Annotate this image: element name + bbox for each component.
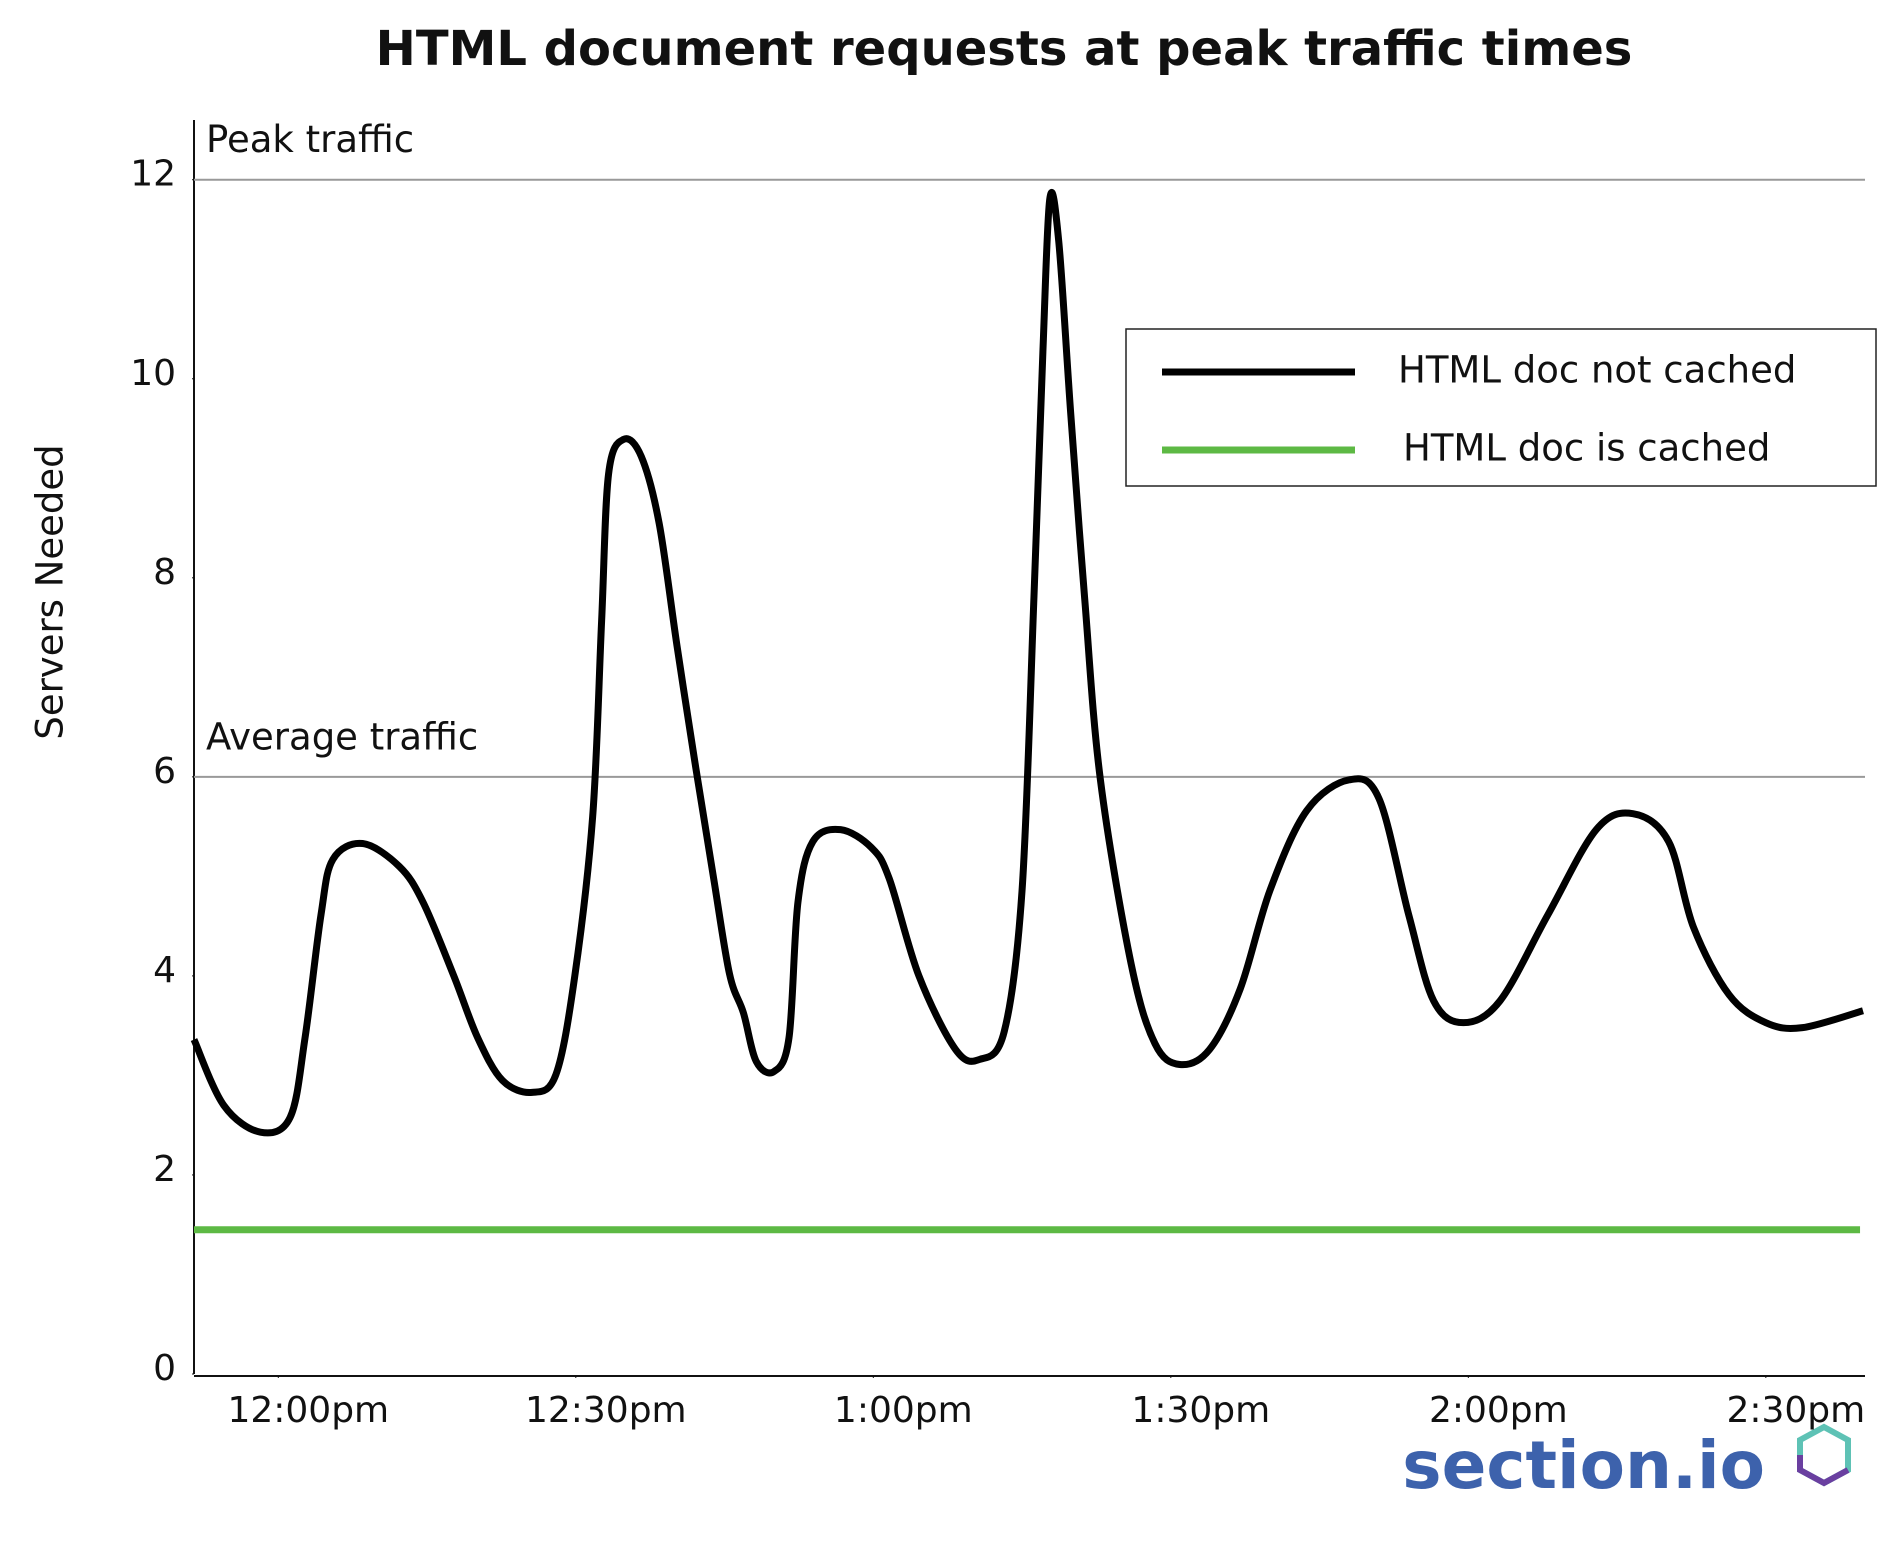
legend-box (1125, 328, 1877, 487)
y-tick-label: 2 (153, 1149, 176, 1190)
legend: HTML doc not cached HTML doc is cached (1125, 328, 1877, 487)
reference-label: Peak traffic (206, 118, 414, 161)
x-tick-label: 1:30pm (1131, 1390, 1270, 1431)
series-line (190, 188, 1864, 1137)
legend-label: HTML doc not cached (1398, 349, 1796, 392)
y-tick-label: 0 (153, 1348, 176, 1389)
x-tick-label: 2:30pm (1726, 1390, 1865, 1431)
logo: section.io (1402, 1423, 1851, 1504)
y-tick-label: 4 (153, 950, 176, 991)
logo-icon (1797, 1455, 1850, 1487)
chart-title: HTML document requests at peak traffic t… (376, 21, 1633, 77)
x-tick-label: 12:30pm (525, 1390, 687, 1431)
logo-text: section.io (1402, 1427, 1765, 1504)
x-tick-label: 1:00pm (834, 1390, 973, 1431)
y-tick-label: 6 (153, 751, 176, 792)
x-tick-label: 2:00pm (1429, 1390, 1568, 1431)
y-tick-label: 10 (130, 353, 176, 394)
legend-label: HTML doc is cached (1403, 427, 1770, 470)
x-tick-label: 12:00pm (227, 1390, 389, 1431)
y-tick-label: 12 (130, 154, 176, 195)
y-tick-label: 8 (153, 552, 176, 593)
y-axis-label: Servers Needed (29, 444, 72, 739)
reference-label: Average traffic (206, 715, 478, 758)
